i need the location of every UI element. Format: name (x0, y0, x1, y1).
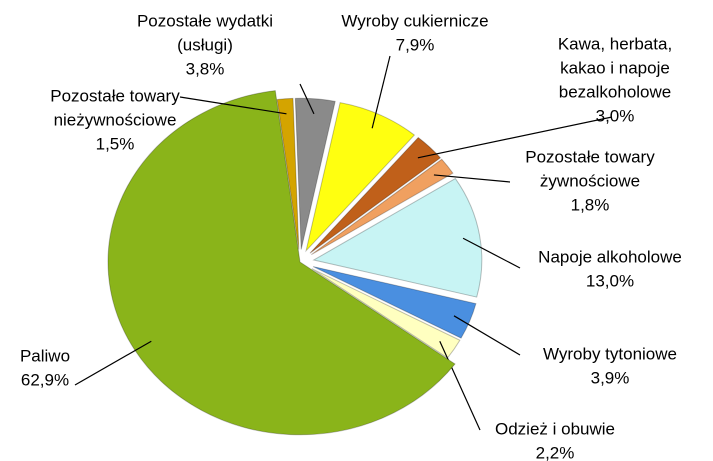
slice-label: Pozostałe towary (525, 147, 655, 166)
pie-slice (294, 97, 336, 250)
pie-slice (312, 177, 483, 298)
slice-label: Odzież i obuwie (495, 419, 615, 438)
value-label: 1,8% (571, 195, 610, 214)
leader-line (433, 174, 511, 183)
leader-line (453, 315, 521, 356)
leader-line (74, 340, 152, 386)
slice-label: Kawa, herbata, (558, 34, 672, 53)
slice-label: żywnościowe (540, 171, 640, 190)
slice-label: Napoje alkoholowe (538, 247, 682, 266)
slice-label: kakao i napoje (560, 58, 670, 77)
value-label: 7,9% (396, 35, 435, 54)
pie-slice (276, 97, 300, 250)
slice-label: Wyroby tytoniowe (543, 344, 677, 363)
value-label: 13,0% (586, 271, 634, 290)
value-label: 3,8% (186, 59, 225, 78)
value-label: 3,0% (596, 106, 635, 125)
slice-label: Pozostałe towary (50, 86, 180, 105)
slice-label: (usługi) (177, 35, 233, 54)
leader-line (439, 340, 481, 431)
leader-line (462, 237, 521, 269)
leader-line (371, 55, 391, 129)
value-label: 1,5% (96, 134, 135, 153)
value-label: 2,2% (536, 443, 575, 461)
value-label: 3,9% (591, 368, 630, 387)
slice-label: Paliwo (20, 346, 70, 365)
pie-slice (312, 266, 477, 339)
slice-label: nieżywnościowe (54, 110, 177, 129)
slice-label: Pozostałe wydatki (137, 11, 273, 30)
leader-line (179, 96, 287, 115)
pie-slice (309, 136, 442, 254)
pie-slice (305, 102, 416, 253)
value-label: 62,9% (21, 370, 69, 389)
leader-line (417, 116, 613, 159)
slice-label: Wyroby cukiernicze (341, 11, 488, 30)
slice-label: bezalkoholowe (559, 82, 671, 101)
pie-slice (311, 158, 454, 256)
leader-line (299, 83, 315, 115)
